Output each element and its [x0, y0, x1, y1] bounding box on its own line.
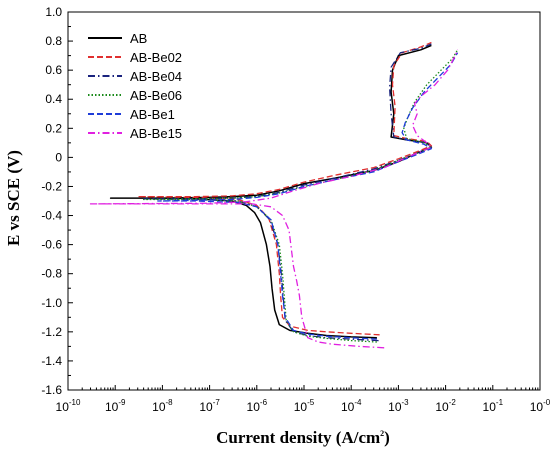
legend-label-ab-be1: AB-Be1	[130, 107, 175, 122]
x-tick-label-0: 10-10	[56, 398, 81, 414]
y-tick-label-7: -0.4	[41, 209, 62, 223]
x-tick-label-2: 10-8	[152, 398, 173, 414]
y-tick-label-0: 1.0	[45, 5, 62, 19]
x-tick-label-10: 10-0	[530, 398, 550, 414]
legend-label-ab: AB	[130, 31, 147, 46]
x-axis-label: Current density (A/cm2)	[216, 428, 390, 447]
y-tick-label-12: -1.4	[41, 354, 62, 368]
y-tick-label-3: 0.4	[45, 92, 62, 106]
x-tick-label-8: 10-2	[435, 398, 456, 414]
legend-label-ab-be02: AB-Be02	[130, 50, 182, 65]
x-tick-label-1: 10-9	[105, 398, 126, 414]
legend-label-ab-be06: AB-Be06	[130, 88, 182, 103]
legend-label-ab-be04: AB-Be04	[130, 69, 182, 84]
y-tick-label-10: -1.0	[41, 296, 62, 310]
legend-label-ab-be15: AB-Be15	[130, 126, 182, 141]
series-line-ab-be02	[137, 41, 433, 336]
series-line-ab-be06	[142, 49, 459, 343]
y-tick-label-1: 0.8	[45, 34, 62, 48]
y-tick-label-5: 0	[55, 150, 62, 164]
y-axis-label: E vs SCE (V)	[4, 150, 23, 246]
curves-layer	[89, 41, 459, 349]
x-tick-label-9: 10-1	[483, 398, 504, 414]
y-tick-label-2: 0.6	[45, 63, 62, 77]
y-axis: 1.0 0.8 0.6 0.4 0.2 0 -0.2 -0.4 -0.6 -0.8 -1.0 -1.2…	[41, 5, 73, 397]
x-tick-label-5: 10-5	[294, 398, 315, 414]
series-line-ab-be15	[89, 49, 459, 349]
x-axis: 10-10 10-9 10-8 10-7 10-6 10-5 10-4 10-3 10-2 10-…	[56, 385, 550, 414]
x-tick-label-3: 10-7	[199, 398, 220, 414]
series-line-ab-be1	[157, 52, 459, 340]
y-tick-label-9: -0.8	[41, 267, 62, 281]
y-tick-label-4: 0.2	[45, 121, 62, 135]
x-tick-label-4: 10-6	[247, 398, 268, 414]
y-tick-label-8: -0.6	[41, 238, 62, 252]
series-line-ab	[109, 44, 433, 339]
legend: AB AB-Be02 AB-Be04 AB-Be06 AB-Be1 AB-Be15	[88, 31, 182, 141]
y-tick-label-6: -0.2	[41, 179, 62, 193]
x-tick-label-7: 10-3	[388, 398, 409, 414]
y-tick-label-13: -1.6	[41, 383, 62, 397]
y-tick-label-11: -1.2	[41, 325, 62, 339]
x-tick-label-6: 10-4	[341, 398, 362, 414]
